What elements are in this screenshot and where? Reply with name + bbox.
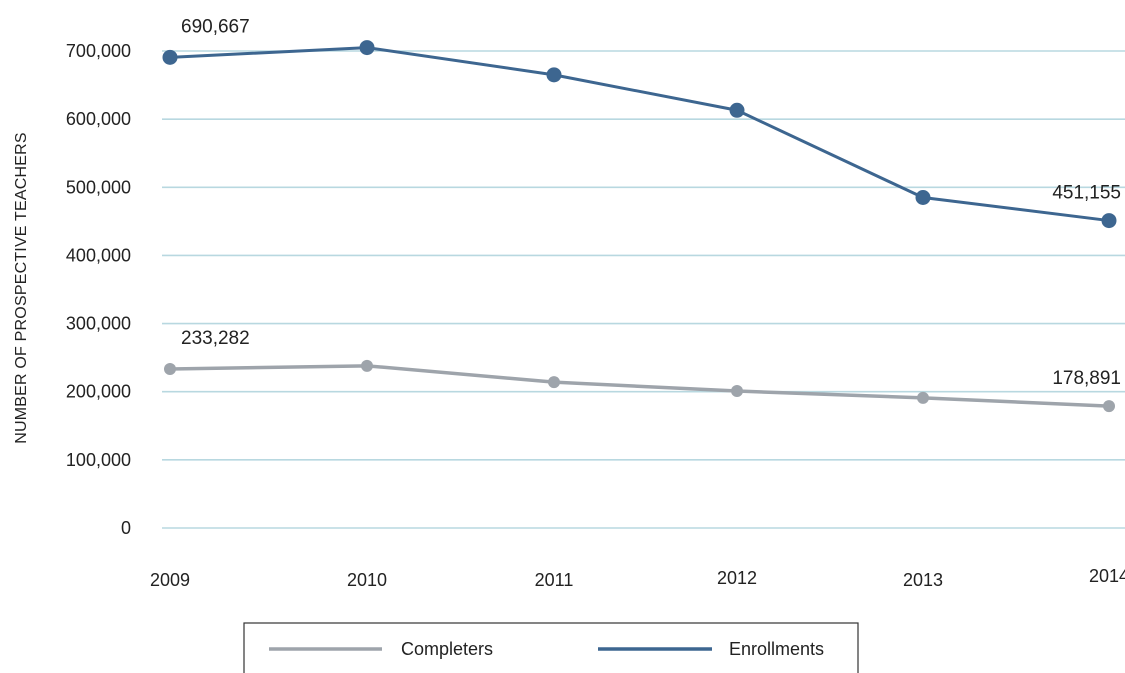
data-point-completers	[361, 359, 373, 372]
gridlines	[162, 50, 1125, 529]
data-point-enrollments	[546, 67, 562, 83]
x-axis-ticks: 2009 2010 2011 2012 2013 2014	[150, 566, 1125, 590]
data-label-enrollments: 690,667	[181, 16, 250, 37]
x-tick-label: 2011	[535, 570, 574, 590]
x-tick-label: 2010	[347, 570, 387, 590]
legend-label-completers: Completers	[401, 639, 493, 659]
data-point-completers	[731, 385, 743, 398]
x-tick-label: 2014	[1089, 566, 1125, 586]
data-point-completers	[164, 363, 176, 376]
data-label-enrollments: 451,155	[1052, 183, 1121, 204]
y-tick-label: 0	[121, 518, 131, 538]
x-tick-label: 2012	[717, 568, 757, 588]
y-tick-label: 500,000	[66, 177, 131, 197]
data-point-enrollments	[162, 49, 178, 65]
y-axis-ticks: 0 100,000 200,000 300,000 400,000 500,000 600,…	[66, 41, 131, 538]
series-line-completers	[169, 364, 1110, 408]
series	[162, 40, 1117, 413]
y-tick-label: 600,000	[66, 109, 131, 129]
y-axis-title: NUMBER OF PROSPECTIVE TEACHERS	[13, 132, 30, 444]
data-point-completers	[548, 376, 560, 389]
data-label-completers: 233,282	[181, 328, 250, 349]
series-line-enrollments	[169, 46, 1110, 223]
data-point-enrollments	[1101, 213, 1117, 229]
data-point-enrollments	[359, 40, 375, 56]
data-labels: 233,282 178,891 690,667 451,155	[181, 16, 1121, 389]
x-tick-label: 2009	[150, 570, 190, 590]
y-tick-label: 100,000	[66, 450, 131, 470]
data-point-enrollments	[915, 190, 931, 206]
data-label-completers: 178,891	[1052, 368, 1121, 389]
y-tick-label: 300,000	[66, 314, 131, 334]
data-point-completers	[917, 391, 929, 404]
x-tick-label: 2013	[903, 570, 943, 590]
data-point-completers	[1103, 400, 1115, 413]
y-tick-label: 400,000	[66, 245, 131, 265]
y-tick-label: 700,000	[66, 41, 131, 61]
y-tick-label: 200,000	[66, 382, 131, 402]
legend-label-enrollments: Enrollments	[729, 639, 824, 659]
legend: Completers Enrollments	[243, 622, 859, 673]
data-point-enrollments	[729, 102, 745, 118]
